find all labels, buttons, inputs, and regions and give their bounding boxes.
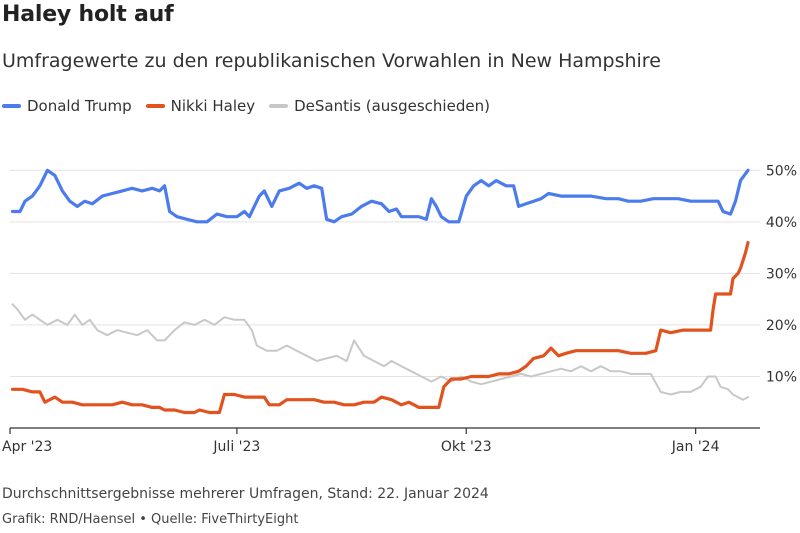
legend-swatch-desantis bbox=[269, 104, 289, 108]
x-tick-label: Juli '23 bbox=[212, 439, 260, 455]
series-line-donald bbox=[10, 168, 750, 224]
y-tick-label: 20% bbox=[766, 318, 797, 334]
legend-item-desantis: DeSantis (ausgeschieden) bbox=[269, 97, 490, 115]
y-tick-label: 30% bbox=[766, 266, 797, 282]
legend-label-haley: Nikki Haley bbox=[170, 97, 256, 115]
series-line-desantis bbox=[11, 303, 749, 401]
legend-label-trump: Donald Trump bbox=[27, 97, 132, 115]
line-chart: 10% 20% 30% 40% 50% Apr '23 Juli '23 Okt '23 Jan… bbox=[2, 163, 797, 455]
y-tick-label: 50% bbox=[766, 163, 797, 179]
legend-swatch-trump bbox=[2, 104, 21, 108]
legend: Donald Trump Nikki Haley DeSantis (ausge… bbox=[2, 97, 490, 115]
x-tick-label: Apr '23 bbox=[2, 439, 52, 455]
legend-label-desantis: DeSantis (ausgeschieden) bbox=[294, 97, 490, 115]
series-line-nikki bbox=[10, 240, 750, 415]
chart-footnote: Durchschnittsergebnisse mehrerer Umfrage… bbox=[2, 486, 489, 502]
chart-credit: Grafik: RND/Haensel • Quelle: FiveThirty… bbox=[2, 512, 299, 527]
legend-item-trump: Donald Trump bbox=[2, 97, 132, 115]
y-tick-label: 10% bbox=[766, 369, 797, 385]
y-tick-label: 40% bbox=[766, 215, 797, 231]
legend-swatch-haley bbox=[145, 104, 165, 108]
legend-item-haley: Nikki Haley bbox=[145, 97, 256, 115]
chart-subtitle: Umfragewerte zu den republikanischen Vor… bbox=[2, 50, 661, 72]
x-tick-label: Okt '23 bbox=[441, 439, 492, 455]
x-tick-label: Jan '24 bbox=[671, 439, 720, 455]
chart-title: Haley holt auf bbox=[2, 2, 174, 27]
